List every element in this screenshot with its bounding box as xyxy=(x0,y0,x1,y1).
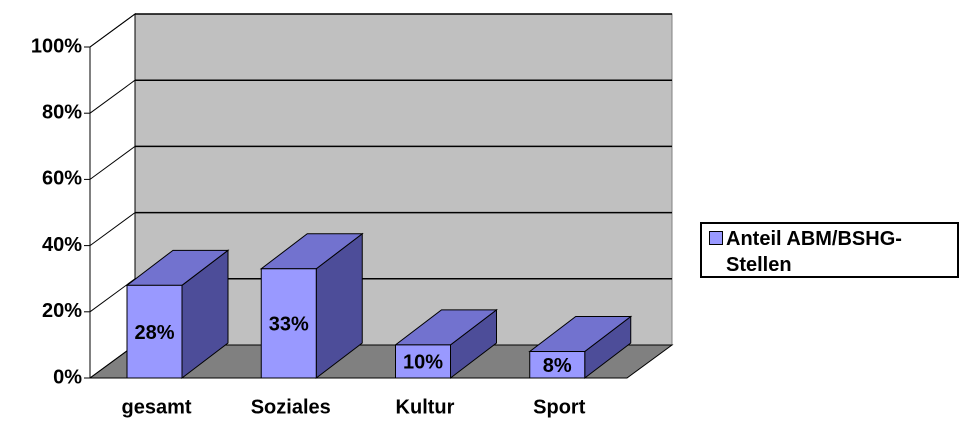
legend-label: Anteil ABM/BSHG-Stellen xyxy=(726,228,902,276)
y-tick-label: 0% xyxy=(53,366,82,388)
data-label: 8% xyxy=(543,355,572,377)
x-tick-label: Kultur xyxy=(396,396,455,418)
side-grid-line xyxy=(89,13,136,48)
x-tick-label: Soziales xyxy=(251,396,331,418)
data-label: 33% xyxy=(269,314,309,336)
y-tick-label: 40% xyxy=(42,234,82,256)
y-tick-label: 100% xyxy=(31,35,82,57)
bar xyxy=(395,344,451,379)
y-tick-label: 80% xyxy=(42,101,82,123)
bar xyxy=(529,351,586,379)
y-tick-label: 60% xyxy=(42,168,82,190)
side-grid-line xyxy=(89,278,136,313)
data-label: 28% xyxy=(134,322,174,344)
legend: Anteil ABM/BSHG-Stellen xyxy=(700,222,959,278)
x-tick-label: gesamt xyxy=(121,396,191,418)
data-label: 10% xyxy=(403,352,443,374)
side-grid-line xyxy=(89,145,136,180)
x-tick-label: Sport xyxy=(533,396,586,418)
side-grid-line xyxy=(89,212,136,247)
bar xyxy=(260,268,317,379)
bar xyxy=(126,284,183,379)
side-grid-line xyxy=(89,79,136,114)
y-tick-label: 20% xyxy=(42,300,82,322)
legend-swatch xyxy=(709,231,723,245)
